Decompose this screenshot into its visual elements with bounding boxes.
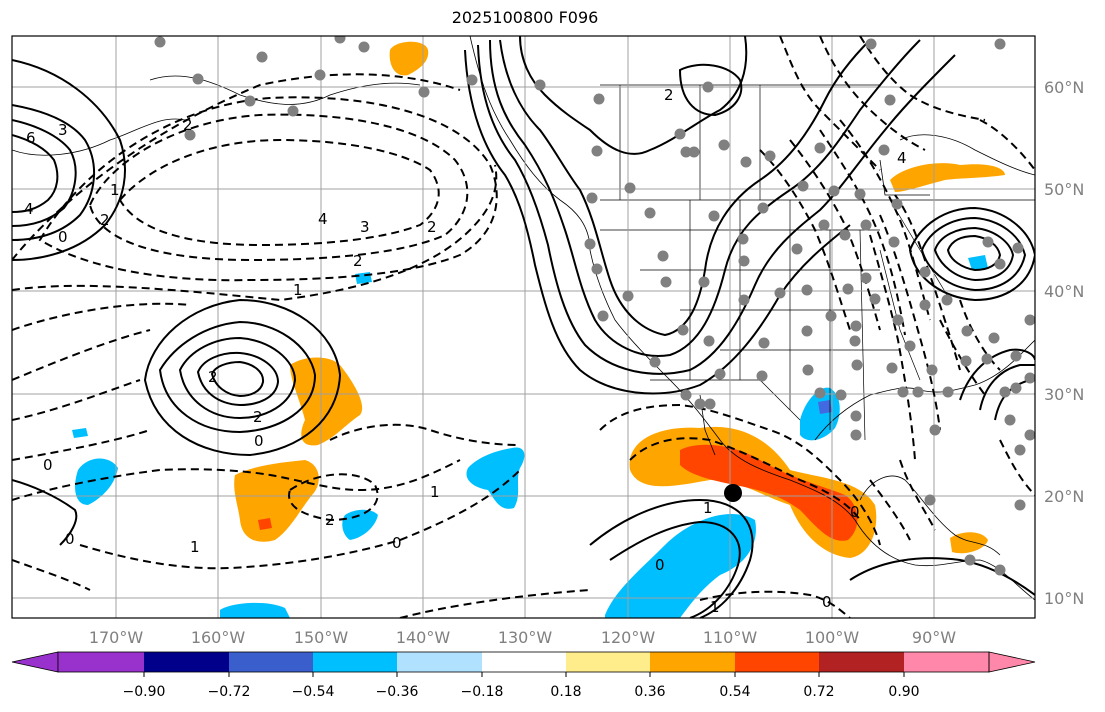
colorbar-segment bbox=[735, 652, 819, 672]
colorbar-segment bbox=[904, 652, 989, 672]
blue-spot-east bbox=[968, 255, 988, 270]
contour-label: 2 bbox=[427, 218, 437, 236]
blue-spot-small1 bbox=[72, 428, 88, 438]
lon-tick-label: 150°W bbox=[294, 628, 349, 647]
contour-label: 4 bbox=[24, 200, 34, 218]
blue-region-pacific-d bbox=[220, 602, 290, 618]
contour-label: 0 bbox=[254, 432, 264, 450]
contour-label: 1 bbox=[430, 483, 440, 501]
map-area: 6 3 4 2 0 1 2 4 3 2 2 1 2 2 0 0 1 2 1 0 … bbox=[12, 36, 1035, 618]
lat-tick-label: 40°N bbox=[1044, 282, 1084, 301]
contour-label: 3 bbox=[360, 218, 370, 236]
orange-region-pacific1 bbox=[290, 357, 363, 446]
lon-tick-label: 140°W bbox=[396, 628, 451, 647]
colorbar-max-extension bbox=[988, 651, 1036, 673]
contour-label: 1 bbox=[710, 598, 720, 616]
colorbar-segment bbox=[650, 652, 735, 672]
contour-label: 2 bbox=[253, 408, 263, 426]
contour-label: 4 bbox=[318, 210, 328, 228]
colorbar-segment bbox=[144, 652, 229, 672]
lon-tick-label: 170°W bbox=[89, 628, 144, 647]
contour-label: 1 bbox=[190, 538, 200, 556]
lon-tick-label: 160°W bbox=[191, 628, 246, 647]
station-dots bbox=[154, 36, 1035, 576]
lon-tick-labels: 170°W 160°W 150°W 140°W 130°W 120°W 110°… bbox=[89, 628, 956, 647]
colorbar-tick-label: 0.54 bbox=[719, 684, 750, 700]
contour-label: 0 bbox=[43, 456, 53, 474]
colorbar-tick-label: −0.36 bbox=[376, 684, 419, 700]
blue-spot-gulf bbox=[818, 400, 832, 414]
contour-label: 0 bbox=[822, 593, 832, 611]
colorbar-segment bbox=[819, 652, 904, 672]
lon-tick-label: 100°W bbox=[805, 628, 860, 647]
contour-label: 0 bbox=[392, 534, 402, 552]
contour-label: 1 bbox=[293, 281, 303, 299]
colorbar-tick-label: 0.72 bbox=[803, 684, 834, 700]
lat-tick-labels: 60°N 50°N 40°N 30°N 20°N 10°N bbox=[1044, 78, 1084, 608]
contour-label: 2 bbox=[353, 252, 363, 270]
colorbar-segment bbox=[313, 652, 397, 672]
contour-label: 0 bbox=[850, 503, 860, 521]
colorbar-segment bbox=[566, 652, 650, 672]
contour-label: 0 bbox=[655, 556, 665, 574]
contour-label: 2 bbox=[183, 116, 193, 134]
orange-region-north bbox=[389, 41, 429, 76]
colorbar-tick-label: 0.90 bbox=[888, 684, 919, 700]
lat-tick-label: 50°N bbox=[1044, 180, 1084, 199]
colorbar-tick-label: 0.18 bbox=[550, 684, 581, 700]
colorbar-tick-label: 0.36 bbox=[634, 684, 665, 700]
contour-label: 2 bbox=[664, 86, 674, 104]
lat-tick-label: 20°N bbox=[1044, 487, 1084, 506]
page-title: 2025100800 F096 bbox=[451, 8, 599, 27]
contour-label: 1 bbox=[110, 181, 120, 199]
contour-label: 2 bbox=[208, 368, 218, 386]
contour-label: 1 bbox=[703, 499, 713, 517]
lon-tick-label: 120°W bbox=[601, 628, 656, 647]
lat-tick-label: 10°N bbox=[1044, 589, 1084, 608]
contour-label: 2 bbox=[325, 511, 335, 529]
red-region-mexico bbox=[680, 444, 858, 541]
blue-region-pacific-b bbox=[75, 458, 118, 505]
colorbar-tick-label: −0.72 bbox=[208, 684, 251, 700]
blue-region-pacific-c bbox=[342, 509, 378, 540]
red-spot-pacific2 bbox=[258, 518, 272, 530]
contour-label: 2 bbox=[100, 211, 110, 229]
colorbar-segment bbox=[58, 652, 144, 672]
location-marker bbox=[724, 484, 742, 502]
contour-label: 6 bbox=[26, 129, 36, 147]
colorbar-frame bbox=[57, 651, 990, 673]
colorbar-tick-label: −0.18 bbox=[461, 684, 504, 700]
orange-region-canada bbox=[890, 163, 1005, 192]
colorbar-ticks bbox=[143, 672, 905, 677]
coastlines bbox=[12, 36, 1035, 601]
map-frame bbox=[11, 35, 1036, 619]
colorbar-segment bbox=[397, 652, 482, 672]
blue-region-pacific bbox=[605, 514, 756, 618]
lon-tick-label: 110°W bbox=[703, 628, 758, 647]
contour-label: 0 bbox=[58, 228, 68, 246]
colorbar-segment bbox=[482, 652, 566, 672]
blue-region-pacific-a bbox=[466, 447, 525, 509]
lon-tick-label: 130°W bbox=[498, 628, 553, 647]
contour-label: 3 bbox=[58, 121, 68, 139]
contour-labels: 6 3 4 2 0 1 2 4 3 2 2 1 2 2 0 0 1 2 1 0 … bbox=[24, 86, 907, 616]
lat-tick-label: 60°N bbox=[1044, 78, 1084, 97]
dashed-contours bbox=[12, 36, 1035, 618]
lon-tick-label: 90°W bbox=[912, 628, 956, 647]
lat-tick-label: 30°N bbox=[1044, 385, 1084, 404]
contour-label: 0 bbox=[65, 530, 75, 548]
colorbar-tick-label: −0.54 bbox=[292, 684, 335, 700]
colorbar-tick-label: −0.90 bbox=[123, 684, 166, 700]
colorbar-segment bbox=[229, 652, 313, 672]
colorbar: −0.90 −0.72 −0.54 −0.36 −0.18 0.18 0.36 … bbox=[11, 651, 1036, 700]
colorbar-min-extension bbox=[11, 651, 59, 673]
contour-label: 4 bbox=[897, 149, 907, 167]
